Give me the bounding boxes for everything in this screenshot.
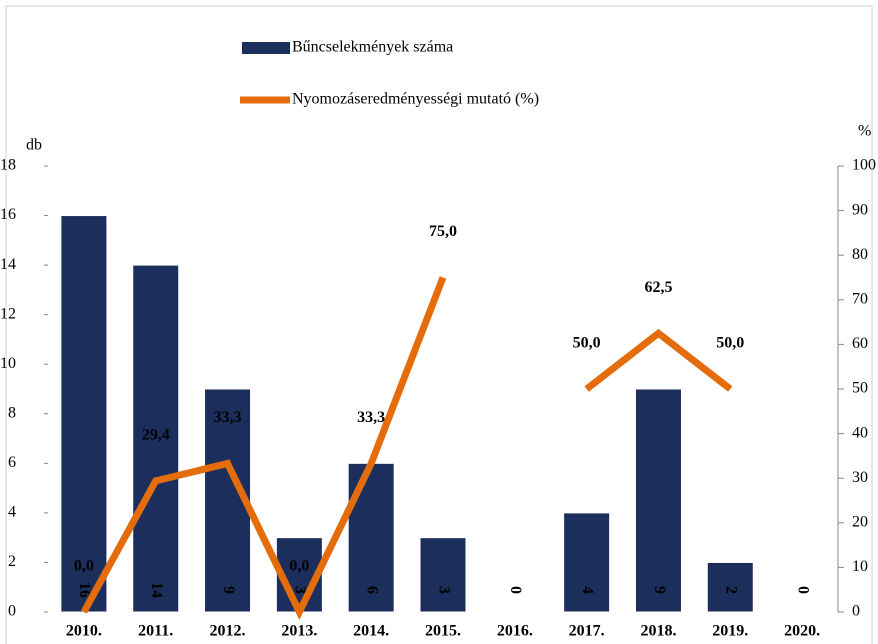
y-tick-label: 2 bbox=[8, 553, 16, 570]
legend-label: Nyomozáseredményességi mutató (%) bbox=[292, 91, 539, 108]
x-tick-label: 2016. bbox=[497, 623, 533, 640]
bar bbox=[132, 264, 180, 613]
bar bbox=[634, 388, 682, 613]
y-tick-label: 18 bbox=[0, 157, 16, 174]
x-tick-label: 2012. bbox=[210, 623, 246, 640]
bar-value-label: 3 bbox=[435, 586, 452, 594]
bar bbox=[563, 512, 611, 613]
y-tick-label: 12 bbox=[0, 305, 16, 322]
y2-tick-label: 20 bbox=[852, 513, 868, 530]
line-value-label: 62,5 bbox=[644, 279, 672, 296]
x-tick-label: 2020. bbox=[784, 623, 820, 640]
line-value-label: 33,3 bbox=[357, 409, 385, 426]
y2-tick-label: 100 bbox=[852, 157, 876, 174]
y-tick-label: 6 bbox=[8, 454, 16, 471]
bar-value-label: 16 bbox=[76, 582, 93, 598]
line-value-label: 29,4 bbox=[142, 427, 170, 444]
y2-tick-label: 90 bbox=[852, 201, 868, 218]
x-tick-label: 2014. bbox=[353, 623, 389, 640]
y2-tick-label: 0 bbox=[852, 603, 860, 620]
line-value-label: 75,0 bbox=[429, 223, 457, 240]
y-axis-label: db bbox=[26, 137, 42, 154]
bar-value-label: 9 bbox=[220, 586, 237, 594]
y-tick-label: 4 bbox=[8, 504, 16, 521]
bar-value-label: 14 bbox=[148, 582, 165, 598]
bar-value-label: 2 bbox=[723, 586, 740, 594]
frame bbox=[5, 5, 873, 644]
line-value-label: 0,0 bbox=[74, 558, 94, 575]
bar bbox=[419, 537, 467, 613]
x-tick-label: 2017. bbox=[569, 623, 605, 640]
y2-tick-label: 50 bbox=[852, 380, 868, 397]
line-value-label: 50,0 bbox=[716, 335, 744, 352]
line-value-label: 0,0 bbox=[289, 558, 309, 575]
bar bbox=[706, 561, 754, 613]
x-tick-label: 2011. bbox=[138, 623, 173, 640]
y-tick-label: 0 bbox=[8, 603, 16, 620]
line bbox=[80, 276, 733, 621]
y-tick-label: 8 bbox=[8, 404, 16, 421]
y2-tick-label: 60 bbox=[852, 335, 868, 352]
bar-value-label: 4 bbox=[579, 586, 596, 594]
x-tick-label: 2015. bbox=[425, 623, 461, 640]
y2-tick-label: 30 bbox=[852, 469, 868, 486]
x-tick-label: 2019. bbox=[712, 623, 748, 640]
y2-axis-label: % bbox=[858, 123, 871, 140]
bar-value-label: 6 bbox=[364, 586, 381, 594]
y2-tick-label: 70 bbox=[852, 290, 868, 307]
bar-value-label: 0 bbox=[794, 586, 811, 594]
y-tick-label: 14 bbox=[0, 256, 16, 273]
line-value-label: 33,3 bbox=[214, 409, 242, 426]
y2-tick-label: 80 bbox=[852, 246, 868, 263]
line-value-label: 50,0 bbox=[573, 335, 601, 352]
legend-label: Bűncselekmények száma bbox=[292, 39, 453, 56]
bar-value-label: 0 bbox=[507, 586, 524, 594]
y2-tick-label: 40 bbox=[852, 424, 868, 441]
y-tick-label: 16 bbox=[0, 206, 16, 223]
legend-swatch bbox=[242, 42, 290, 54]
y-tick-label: 10 bbox=[0, 355, 16, 372]
x-tick-label: 2010. bbox=[66, 623, 102, 640]
x-tick-label: 2018. bbox=[640, 623, 676, 640]
bar-value-label: 3 bbox=[292, 586, 309, 594]
x-tick-label: 2013. bbox=[281, 623, 317, 640]
y2-tick-label: 10 bbox=[852, 558, 868, 575]
bar-value-label: 9 bbox=[651, 586, 668, 594]
bar bbox=[60, 215, 108, 613]
